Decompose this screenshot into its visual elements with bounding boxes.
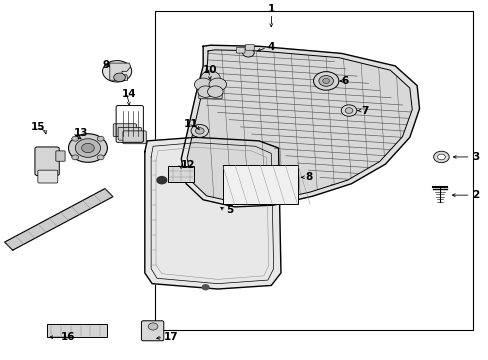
Polygon shape [181, 45, 419, 207]
Text: 11: 11 [183, 119, 198, 129]
Circle shape [97, 155, 104, 160]
Circle shape [81, 143, 94, 153]
Bar [46, 324, 107, 337]
FancyBboxPatch shape [113, 124, 136, 136]
Bar [154, 10, 472, 330]
Circle shape [207, 86, 223, 97]
Circle shape [345, 108, 352, 113]
Text: 5: 5 [225, 206, 233, 216]
FancyBboxPatch shape [122, 131, 146, 144]
FancyBboxPatch shape [118, 127, 141, 140]
Bar [222, 165, 297, 204]
Text: 9: 9 [102, 60, 109, 70]
Circle shape [97, 136, 104, 141]
FancyBboxPatch shape [35, 147, 59, 176]
Text: 6: 6 [341, 76, 348, 86]
Bar [167, 166, 194, 181]
Circle shape [157, 176, 166, 184]
Circle shape [437, 154, 445, 160]
Circle shape [318, 76, 333, 86]
Text: 4: 4 [267, 42, 275, 52]
Circle shape [72, 155, 79, 160]
Text: 16: 16 [61, 332, 75, 342]
FancyBboxPatch shape [56, 151, 65, 161]
Polygon shape [187, 50, 411, 202]
Polygon shape [144, 137, 281, 289]
Text: 3: 3 [471, 152, 478, 162]
Circle shape [191, 125, 208, 137]
FancyBboxPatch shape [245, 45, 254, 50]
Circle shape [322, 78, 329, 84]
Circle shape [313, 72, 338, 90]
Text: 7: 7 [361, 105, 368, 116]
Circle shape [194, 78, 211, 91]
FancyBboxPatch shape [141, 321, 163, 341]
Text: 2: 2 [471, 190, 478, 200]
Circle shape [198, 86, 213, 97]
Circle shape [72, 136, 79, 141]
Text: 13: 13 [73, 128, 88, 138]
Text: 14: 14 [122, 89, 136, 99]
Text: 12: 12 [181, 160, 195, 170]
Circle shape [68, 134, 107, 162]
Polygon shape [110, 63, 130, 80]
Text: 1: 1 [267, 4, 274, 14]
Polygon shape [4, 189, 113, 250]
Text: 17: 17 [164, 332, 179, 342]
Text: 10: 10 [203, 64, 217, 75]
Circle shape [242, 49, 254, 57]
FancyBboxPatch shape [38, 170, 58, 183]
Circle shape [208, 78, 226, 91]
Circle shape [102, 60, 131, 82]
Circle shape [195, 128, 203, 134]
Circle shape [75, 139, 101, 157]
Circle shape [148, 323, 158, 330]
FancyBboxPatch shape [199, 90, 222, 99]
Text: 15: 15 [30, 122, 45, 132]
Circle shape [201, 71, 220, 85]
FancyBboxPatch shape [236, 48, 244, 53]
Circle shape [202, 285, 208, 290]
Text: 8: 8 [305, 172, 312, 182]
Circle shape [433, 151, 448, 163]
Circle shape [114, 73, 125, 82]
Circle shape [341, 105, 356, 116]
